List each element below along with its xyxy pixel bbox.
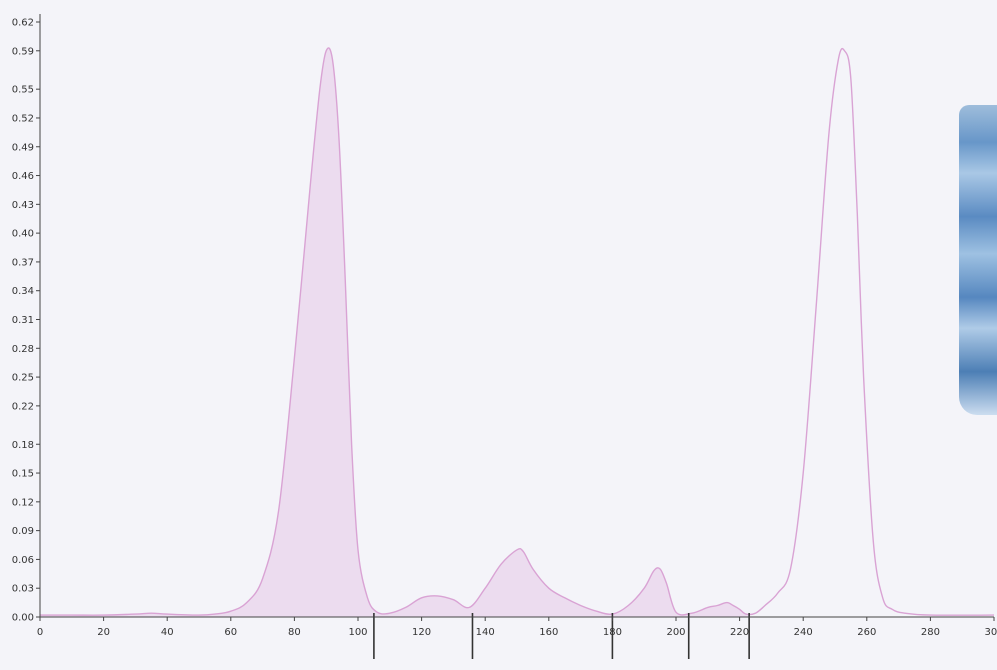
- y-tick-label: 0.18: [12, 440, 34, 451]
- y-tick-label: 0.06: [12, 555, 34, 566]
- y-tick-label: 0.09: [12, 526, 34, 537]
- x-tick-label: 280: [921, 627, 940, 638]
- y-tick-label: 0.46: [12, 171, 34, 182]
- y-tick-label: 0.12: [12, 497, 34, 508]
- series-area: [40, 47, 750, 617]
- x-tick-label: 140: [476, 627, 495, 638]
- x-tick-label: 180: [603, 627, 622, 638]
- series-line: [40, 47, 995, 616]
- x-tick-label: 20: [97, 627, 110, 638]
- y-tick-label: 0.22: [12, 401, 34, 412]
- y-tick-label: 0.40: [12, 229, 34, 240]
- x-tick-label: 200: [666, 627, 685, 638]
- x-tick-label: 40: [161, 627, 174, 638]
- x-tick-label: 260: [857, 627, 876, 638]
- x-tick-label: 0: [37, 627, 43, 638]
- y-tick-label: 0.43: [12, 200, 34, 211]
- y-tick-label: 0.28: [12, 344, 34, 355]
- y-tick-label: 0.03: [12, 584, 34, 595]
- x-tick-label: 120: [412, 627, 431, 638]
- x-tick-label: 240: [794, 627, 813, 638]
- y-tick-label: 0.52: [12, 113, 34, 124]
- y-tick-label: 0.25: [12, 373, 34, 384]
- plot-area: [40, 47, 995, 617]
- x-tick-label: 60: [224, 627, 237, 638]
- y-tick-label: 0.62: [12, 18, 34, 29]
- y-tick-label: 0.49: [12, 142, 34, 153]
- axes: 0.00 0.03 0.06 0.09 0.12 0.15 0.18 0.22 0.25 0.28…: [12, 14, 997, 659]
- x-tick-label: 300: [984, 627, 997, 638]
- y-tick-label: 0.34: [12, 286, 34, 297]
- x-tick-label: 220: [730, 627, 749, 638]
- gel-lane-image: [959, 105, 997, 415]
- y-tick-label: 0.15: [12, 469, 34, 480]
- x-tick-label: 80: [288, 627, 301, 638]
- x-tick-label: 160: [539, 627, 558, 638]
- y-tick-label: 0.00: [12, 613, 34, 624]
- y-tick-label: 0.31: [12, 315, 34, 326]
- y-tick-label: 0.37: [12, 257, 34, 268]
- x-tick-label: 100: [348, 627, 367, 638]
- y-tick-label: 0.59: [12, 46, 34, 57]
- y-tick-label: 0.55: [12, 85, 34, 96]
